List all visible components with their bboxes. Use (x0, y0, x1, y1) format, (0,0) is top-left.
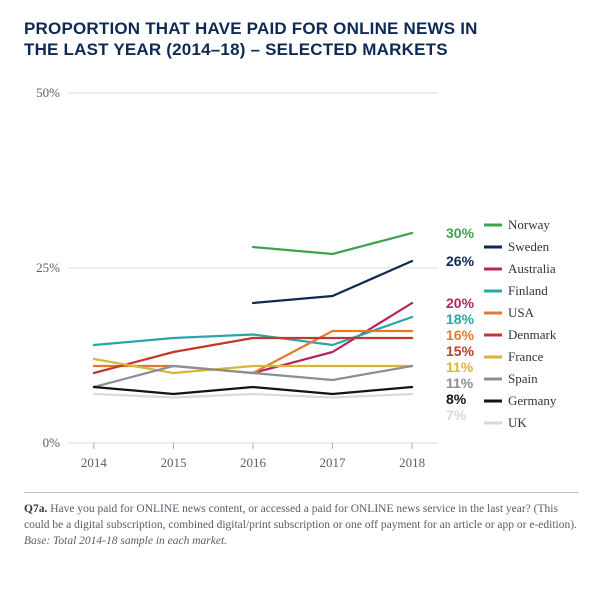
svg-text:2015: 2015 (160, 455, 186, 470)
svg-text:0%: 0% (43, 435, 61, 450)
svg-text:Finland: Finland (508, 283, 548, 298)
footnote: Q7a. Have you paid for ONLINE news conte… (24, 492, 578, 549)
svg-text:Sweden: Sweden (508, 239, 550, 254)
svg-text:Australia: Australia (508, 261, 556, 276)
svg-text:15%: 15% (446, 343, 475, 359)
svg-text:UK: UK (508, 415, 527, 430)
svg-text:18%: 18% (446, 311, 475, 327)
chart-title: PROPORTION THAT HAVE PAID FOR ONLINE NEW… (24, 18, 504, 61)
footnote-text: Have you paid for ONLINE news content, o… (24, 503, 577, 531)
svg-text:2014: 2014 (81, 455, 108, 470)
svg-text:USA: USA (508, 305, 535, 320)
svg-text:26%: 26% (446, 253, 475, 269)
svg-text:2018: 2018 (399, 455, 425, 470)
svg-text:50%: 50% (36, 85, 60, 100)
svg-text:20%: 20% (446, 295, 475, 311)
svg-text:Norway: Norway (508, 217, 550, 232)
svg-text:11%: 11% (446, 375, 474, 391)
svg-text:2017: 2017 (320, 455, 347, 470)
svg-text:France: France (508, 349, 544, 364)
svg-text:7%: 7% (446, 407, 467, 423)
svg-text:16%: 16% (446, 327, 475, 343)
svg-text:25%: 25% (36, 260, 60, 275)
svg-text:2016: 2016 (240, 455, 267, 470)
svg-text:Germany: Germany (508, 393, 557, 408)
svg-text:Denmark: Denmark (508, 327, 557, 342)
svg-text:Spain: Spain (508, 371, 538, 386)
svg-text:30%: 30% (446, 225, 475, 241)
svg-text:8%: 8% (446, 391, 467, 407)
chart-container: 0% 25% 50% 2014 2015 2016 2017 2018 30% 26% 20%18%… (24, 75, 578, 480)
footnote-q: Q7a. (24, 503, 47, 515)
line-chart: 0% 25% 50% 2014 2015 2016 2017 2018 30% 26% 20%18%… (24, 75, 578, 475)
footnote-base: Base: Total 2014-18 sample in each marke… (24, 535, 227, 547)
svg-text:11%: 11% (446, 359, 474, 375)
